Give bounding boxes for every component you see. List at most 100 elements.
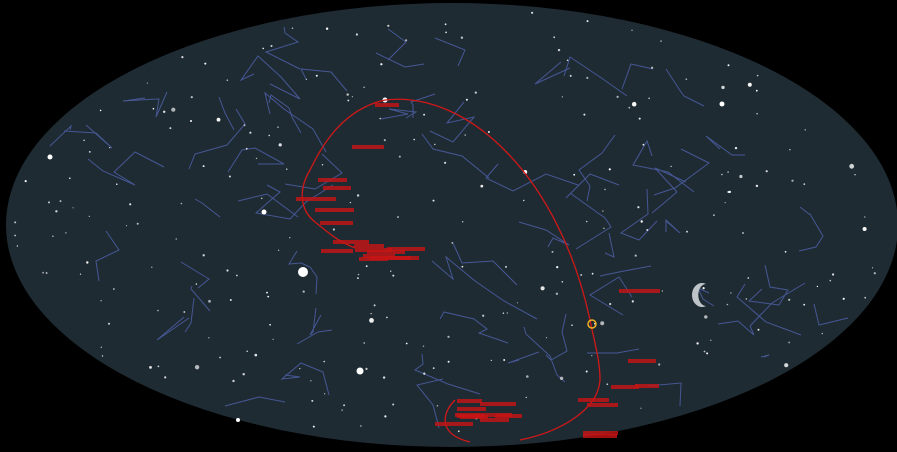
star (713, 214, 715, 217)
star (88, 151, 91, 153)
star (640, 220, 643, 223)
star (658, 363, 661, 366)
constellation-line (95, 230, 120, 282)
constellation-line (534, 61, 571, 85)
label-blob (457, 407, 486, 411)
star (862, 227, 867, 231)
star (83, 139, 85, 142)
star (243, 124, 246, 127)
star (566, 59, 569, 62)
star (727, 171, 729, 173)
star (516, 302, 519, 304)
star (594, 322, 596, 325)
star (59, 200, 62, 203)
star (171, 107, 176, 112)
label-blob (359, 257, 388, 261)
star (460, 36, 464, 39)
constellation-line (414, 353, 481, 395)
star (208, 337, 210, 339)
star (52, 235, 54, 237)
star (747, 82, 752, 87)
star (803, 183, 806, 186)
star (727, 64, 730, 67)
label-blob (457, 399, 482, 403)
constellation-line (416, 378, 444, 429)
constellation-line (599, 265, 652, 277)
star (289, 237, 291, 239)
constellation-line (309, 307, 322, 336)
star (72, 207, 74, 209)
star (88, 215, 90, 217)
star (351, 96, 353, 98)
star (277, 249, 280, 251)
constellation-line (563, 56, 628, 97)
star (312, 425, 315, 428)
label-blob (354, 244, 384, 248)
star (291, 27, 294, 30)
star (299, 367, 301, 370)
star (48, 201, 50, 204)
star (202, 165, 205, 168)
star (278, 143, 282, 147)
constellation-line (798, 206, 824, 252)
moon (692, 283, 706, 307)
star (505, 265, 507, 268)
star (286, 168, 288, 170)
star (583, 113, 586, 116)
star (373, 304, 376, 307)
star (482, 314, 485, 317)
star (325, 27, 329, 30)
label-blob (323, 186, 351, 190)
star (195, 283, 198, 285)
star (445, 31, 447, 34)
constellation-line (218, 96, 235, 131)
star (216, 117, 221, 122)
star (101, 355, 104, 357)
star (704, 315, 708, 319)
star (125, 225, 128, 227)
star (169, 127, 172, 130)
star (100, 300, 102, 302)
star (631, 300, 634, 303)
star (432, 199, 435, 202)
bright-star (298, 267, 308, 277)
label-blob (367, 250, 405, 254)
star (109, 147, 111, 149)
star (357, 273, 360, 276)
star (360, 425, 362, 427)
star (146, 82, 148, 84)
star (631, 29, 633, 31)
star (255, 157, 258, 160)
star (190, 96, 193, 99)
star (710, 339, 712, 341)
bright-star (719, 101, 725, 107)
star (755, 184, 759, 188)
star (703, 350, 706, 353)
star (447, 360, 450, 363)
label-blob (386, 256, 419, 260)
star (745, 298, 747, 300)
star (661, 290, 664, 292)
star (591, 355, 593, 357)
constellation-line (717, 282, 806, 336)
star (246, 350, 248, 353)
star (585, 220, 588, 223)
constellation-line (696, 286, 715, 307)
star (849, 163, 855, 169)
constellation-line (507, 351, 540, 364)
label-blob (352, 145, 384, 149)
constellation-line (49, 124, 72, 147)
constellation-line (190, 285, 211, 312)
star (390, 270, 392, 272)
star (821, 332, 823, 335)
constellation-line (439, 311, 509, 344)
constellation-line (651, 167, 687, 214)
star (254, 353, 258, 357)
label-blob (587, 403, 618, 407)
star (756, 113, 758, 115)
star (464, 134, 467, 136)
constellation-line (621, 63, 654, 90)
star (586, 76, 589, 79)
star (229, 299, 232, 301)
sun-marker (587, 319, 597, 329)
